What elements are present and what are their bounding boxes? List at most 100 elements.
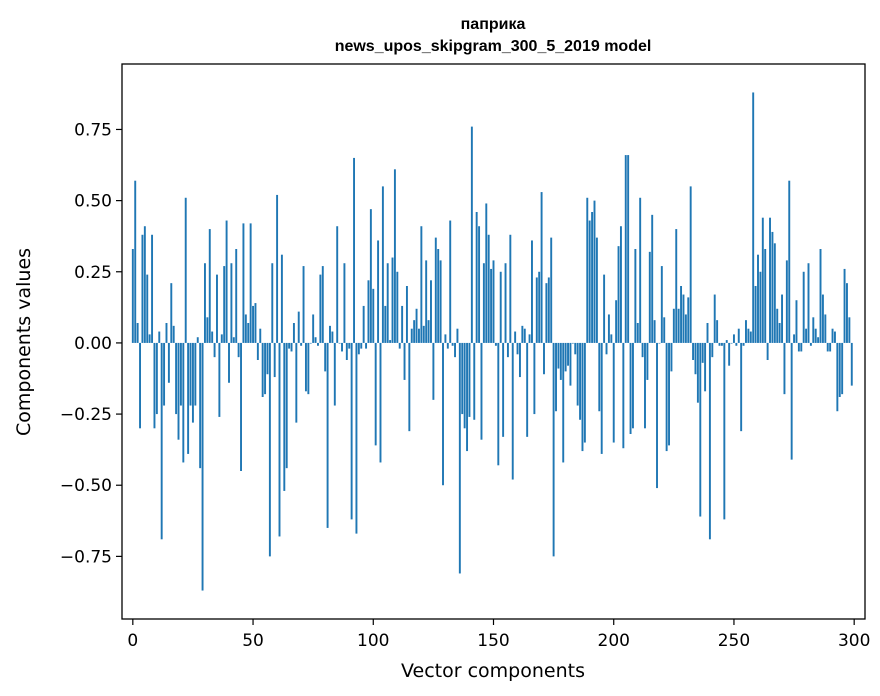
chart-title: паприка: [461, 16, 526, 33]
bar: [598, 342, 601, 412]
bar: [757, 254, 759, 343]
bar: [600, 342, 603, 454]
bar: [545, 283, 548, 343]
bar: [478, 226, 481, 343]
bar: [735, 342, 738, 346]
bar: [821, 294, 824, 343]
bar: [480, 342, 483, 440]
bar: [158, 331, 161, 343]
bar: [805, 328, 808, 343]
bar: [576, 342, 579, 406]
bar: [829, 342, 832, 352]
bar: [730, 342, 733, 344]
bar: [437, 249, 440, 343]
bar: [458, 342, 461, 574]
bar: [795, 300, 798, 343]
bar: [728, 342, 731, 366]
x-tick-label: 250: [718, 631, 750, 651]
bar: [725, 340, 728, 343]
bar: [319, 274, 322, 343]
bar: [494, 342, 497, 346]
bar: [170, 283, 173, 343]
y-axis-label: Components values: [13, 248, 35, 436]
bar: [766, 342, 769, 360]
x-tick-label: 300: [838, 631, 870, 651]
bar: [228, 342, 230, 383]
bar: [518, 342, 521, 378]
bar: [381, 186, 384, 343]
bar: [812, 317, 815, 343]
bar: [153, 342, 156, 429]
bar: [543, 342, 545, 375]
bar: [850, 342, 853, 386]
bar: [408, 342, 411, 432]
bar: [482, 263, 485, 343]
bar: [764, 249, 767, 343]
bar: [312, 314, 315, 343]
bar: [511, 342, 514, 480]
bar: [362, 305, 365, 343]
bar: [172, 325, 175, 343]
bar: [696, 342, 699, 403]
bar: [788, 180, 791, 343]
bar: [569, 342, 572, 386]
x-axis-label: Vector components: [401, 660, 585, 682]
bar: [677, 308, 680, 343]
bar: [165, 323, 168, 343]
bar: [783, 342, 786, 395]
bar: [747, 328, 750, 343]
bar: [848, 317, 851, 343]
x-tick-label: 150: [477, 631, 509, 651]
x-tick-label: 100: [357, 631, 389, 651]
bar: [430, 280, 432, 343]
bar: [559, 342, 562, 380]
bar: [528, 334, 531, 343]
y-tick-label: −0.25: [60, 405, 112, 425]
bar: [509, 234, 512, 343]
bar: [716, 320, 719, 343]
bar: [403, 342, 406, 380]
bar: [836, 342, 839, 412]
bar: [379, 342, 382, 463]
bar: [369, 209, 372, 343]
bar: [658, 342, 661, 344]
bar: [504, 263, 507, 343]
bar: [468, 342, 471, 417]
bar: [360, 342, 363, 349]
bar: [514, 331, 517, 343]
bar: [141, 234, 144, 343]
bar: [819, 249, 822, 343]
bar: [574, 342, 577, 355]
bar: [307, 342, 310, 395]
bar: [550, 237, 553, 343]
bar: [745, 320, 747, 343]
bar: [199, 342, 202, 469]
bar: [660, 266, 663, 343]
bar: [555, 342, 557, 412]
bar: [372, 288, 375, 343]
bar: [300, 342, 303, 346]
bar: [290, 342, 293, 352]
bar: [492, 260, 495, 343]
bar: [393, 169, 396, 343]
bar: [718, 342, 721, 346]
bar: [807, 263, 810, 343]
bar: [427, 320, 430, 343]
bar: [831, 328, 834, 343]
bar: [283, 342, 286, 491]
y-tick-label: −0.75: [60, 547, 112, 567]
bar: [451, 342, 454, 346]
bar: [237, 342, 240, 358]
bar: [540, 192, 543, 343]
bar: [699, 342, 702, 517]
bar: [206, 317, 209, 343]
bar: [790, 342, 793, 460]
y-tick-label: 0.00: [74, 334, 112, 354]
bar: [317, 342, 319, 346]
bar: [759, 271, 762, 343]
bar: [581, 342, 584, 452]
bar: [288, 342, 291, 349]
bar: [304, 342, 307, 392]
bar: [201, 342, 204, 591]
bar: [641, 342, 644, 358]
